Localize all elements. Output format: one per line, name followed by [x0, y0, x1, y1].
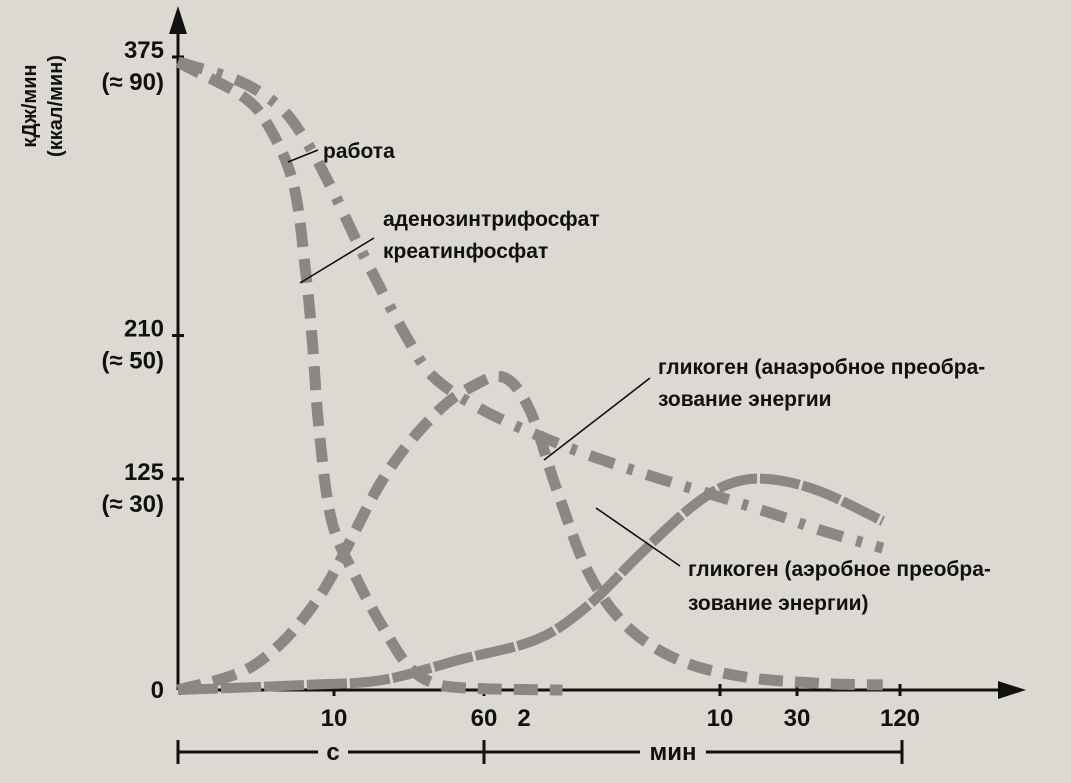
y-tick-label: 210	[124, 316, 164, 343]
x-tick-label: 10	[321, 705, 348, 732]
x-ticks: 10 60 2 10 30 120	[321, 684, 920, 732]
y-tick-label: 125	[124, 459, 164, 486]
leader-line-anaerobic	[543, 377, 651, 461]
y-tick-sublabel: (≈ 50)	[101, 348, 164, 375]
annotation-atp: аденозинтрифосфат	[383, 208, 600, 231]
y-axis-title-line2: (ккал/мин)	[45, 55, 67, 157]
y-tick-sublabel: (≈ 90)	[101, 69, 164, 96]
y-tick-label: 0	[151, 677, 164, 704]
annotations: работа аденозинтрифосфат креатинфосфат г…	[323, 140, 991, 615]
y-tick-label: 375	[124, 37, 164, 64]
annotation-anaerobic-line1: гликоген (анаэробное преобра-	[658, 356, 985, 379]
y-axis-title: кДж/мин (ккал/мин)	[19, 55, 67, 157]
leader-line-atp	[299, 237, 375, 284]
series-group	[175, 56, 885, 696]
x-tick-label: 2	[517, 705, 530, 732]
x-tick-label: 60	[471, 705, 498, 732]
y-axis-arrow	[169, 6, 187, 34]
y-tick-sublabel: (≈ 30)	[101, 491, 164, 518]
minutes-label: мин	[649, 739, 696, 766]
series-aerobic-glycogen-curve	[177, 473, 885, 695]
x-tick-label: 10	[707, 705, 734, 732]
leader-line-work	[287, 149, 319, 163]
leader-line-aerobic	[595, 507, 681, 567]
leader-lines	[287, 149, 681, 567]
x-axis-arrow	[998, 681, 1026, 699]
annotation-work: работа	[323, 140, 395, 163]
annotation-creatine: креатинфосфат	[383, 240, 548, 263]
y-axis-title-line1: кДж/мин	[19, 64, 41, 147]
x-tick-label: 30	[784, 705, 811, 732]
y-ticks: 0 125 (≈ 30) 210 (≈ 50) 375 (≈ 90)	[101, 37, 184, 704]
x-tick-label: 120	[880, 705, 920, 732]
series-atp-cp-curve	[175, 57, 563, 696]
annotation-anaerobic-line2: зование энергии	[658, 388, 832, 411]
series-anaerobic-glycogen-curve	[176, 370, 883, 696]
axes	[169, 6, 1026, 699]
time-scale-bracket: с мин	[176, 739, 904, 766]
annotation-aerobic-line2: зование энергии)	[688, 592, 869, 615]
seconds-label: с	[326, 739, 339, 766]
annotation-aerobic-line1: гликоген (аэробное преобра-	[688, 558, 991, 581]
